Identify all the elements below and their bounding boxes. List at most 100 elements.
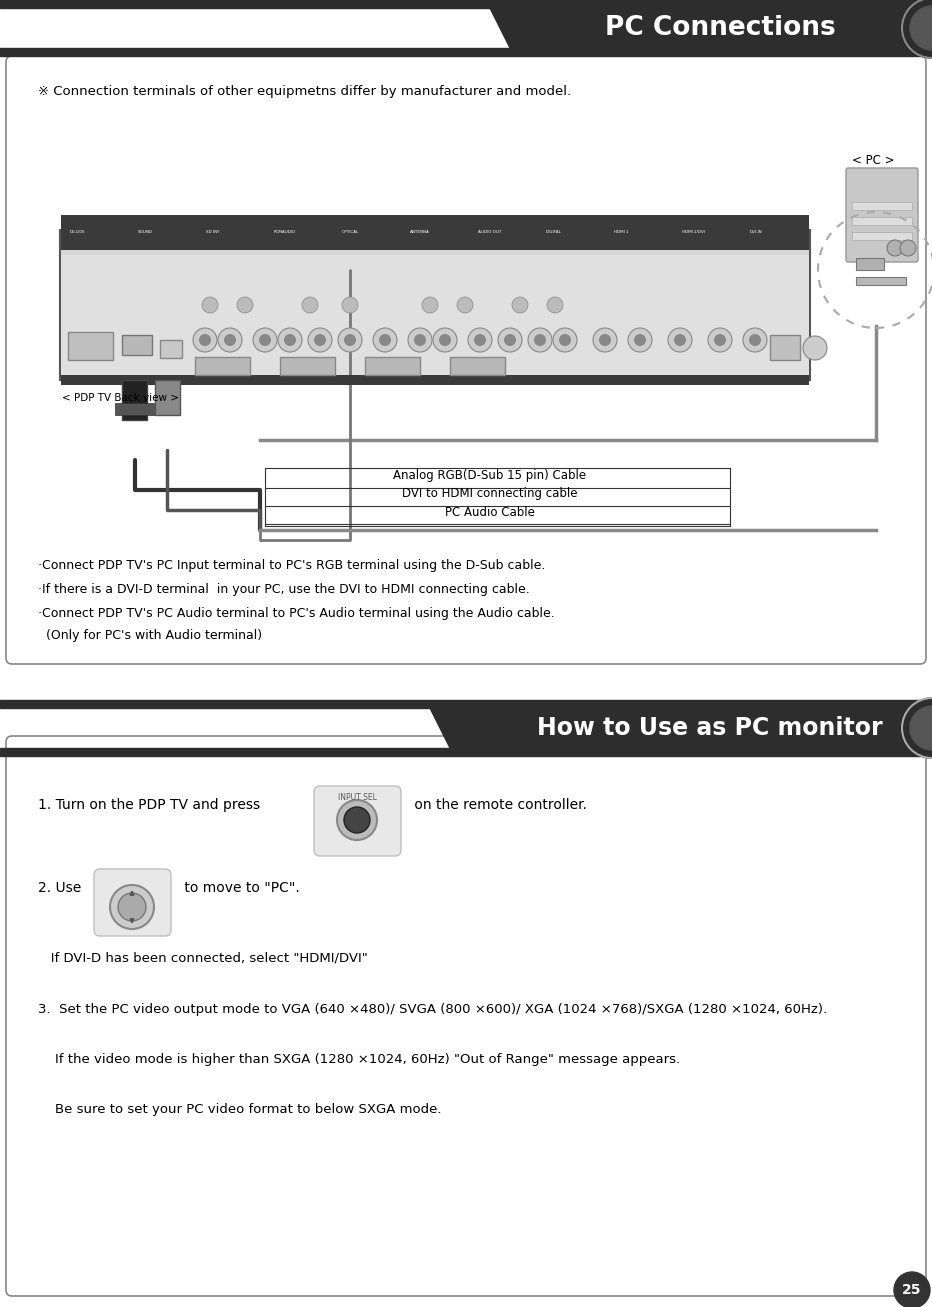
Circle shape	[344, 335, 356, 346]
FancyBboxPatch shape	[846, 169, 918, 261]
Circle shape	[338, 328, 362, 352]
Circle shape	[284, 335, 296, 346]
Text: HDMI 1: HDMI 1	[614, 230, 628, 234]
Text: DE-D05: DE-D05	[70, 230, 86, 234]
Text: PC Audio Cable: PC Audio Cable	[445, 507, 535, 519]
Circle shape	[534, 335, 546, 346]
Circle shape	[714, 335, 726, 346]
Circle shape	[634, 335, 646, 346]
Circle shape	[202, 297, 218, 312]
Bar	[115, 403, 155, 416]
Text: ※ Connection terminals of other equipmetns differ by manufacturer and model.: ※ Connection terminals of other equipmet…	[38, 85, 571, 98]
Polygon shape	[0, 748, 932, 755]
Bar	[61, 375, 809, 386]
Circle shape	[887, 240, 903, 256]
Bar	[61, 255, 809, 386]
Circle shape	[110, 885, 154, 929]
Text: 25: 25	[902, 1283, 922, 1297]
Circle shape	[749, 335, 761, 346]
Circle shape	[674, 335, 686, 346]
Bar	[195, 357, 250, 375]
Text: ·Connect PDP TV's PC Audio terminal to PC's Audio terminal using the Audio cable: ·Connect PDP TV's PC Audio terminal to P…	[38, 608, 555, 621]
Circle shape	[337, 800, 377, 840]
Text: ANTENNA: ANTENNA	[410, 230, 430, 234]
Circle shape	[547, 297, 563, 312]
Text: SD INY: SD INY	[206, 230, 220, 234]
Circle shape	[528, 328, 552, 352]
Polygon shape	[0, 48, 932, 56]
Bar	[856, 257, 884, 271]
Circle shape	[237, 297, 253, 312]
Circle shape	[628, 328, 652, 352]
Circle shape	[314, 335, 326, 346]
Circle shape	[253, 328, 277, 352]
Circle shape	[422, 297, 438, 312]
Text: DIGITAL: DIGITAL	[546, 230, 562, 234]
Bar	[280, 357, 335, 375]
FancyBboxPatch shape	[6, 736, 926, 1297]
Bar	[852, 203, 912, 210]
Text: DVI-IN: DVI-IN	[750, 230, 762, 234]
Circle shape	[199, 335, 211, 346]
Text: If the video mode is higher than SXGA (1280 ×1024, 60Hz) "Out of Range" message : If the video mode is higher than SXGA (1…	[38, 1053, 680, 1067]
Circle shape	[900, 240, 916, 256]
Circle shape	[118, 893, 146, 921]
Circle shape	[512, 297, 528, 312]
Text: PCMAUDIO: PCMAUDIO	[274, 230, 296, 234]
Circle shape	[902, 698, 932, 758]
Circle shape	[910, 7, 932, 50]
FancyBboxPatch shape	[6, 56, 926, 664]
Circle shape	[439, 335, 451, 346]
Circle shape	[373, 328, 397, 352]
Bar	[61, 214, 809, 250]
Bar	[68, 332, 113, 359]
FancyBboxPatch shape	[314, 786, 401, 856]
Text: OPTICAL: OPTICAL	[342, 230, 360, 234]
Circle shape	[414, 335, 426, 346]
Circle shape	[278, 328, 302, 352]
Text: Analog RGB(D-Sub 15 pin) Cable: Analog RGB(D-Sub 15 pin) Cable	[393, 469, 586, 482]
Text: < PDP TV Back view >: < PDP TV Back view >	[62, 393, 179, 403]
Circle shape	[803, 336, 827, 359]
Circle shape	[708, 328, 732, 352]
Circle shape	[457, 297, 473, 312]
Circle shape	[902, 0, 932, 58]
Circle shape	[504, 335, 516, 346]
Circle shape	[468, 328, 492, 352]
Circle shape	[344, 806, 370, 833]
FancyBboxPatch shape	[94, 869, 171, 936]
Text: (Only for PC's with Audio terminal): (Only for PC's with Audio terminal)	[38, 629, 262, 642]
Text: 2. Use: 2. Use	[38, 881, 81, 895]
Bar	[852, 217, 912, 225]
Circle shape	[379, 335, 391, 346]
Text: INPUT SEL: INPUT SEL	[337, 793, 377, 802]
Circle shape	[308, 328, 332, 352]
Bar	[122, 335, 152, 356]
Circle shape	[743, 328, 767, 352]
Text: AUDIO OUT: AUDIO OUT	[478, 230, 501, 234]
Bar	[365, 357, 420, 375]
Text: How to Use as PC monitor: How to Use as PC monitor	[537, 716, 883, 740]
Polygon shape	[0, 0, 932, 8]
Text: ·Connect PDP TV's PC Input terminal to PC's RGB terminal using the D-Sub cable.: ·Connect PDP TV's PC Input terminal to P…	[38, 558, 545, 571]
Circle shape	[224, 335, 236, 346]
Circle shape	[910, 706, 932, 750]
Circle shape	[553, 328, 577, 352]
Circle shape	[408, 328, 432, 352]
Bar	[856, 277, 906, 285]
Polygon shape	[0, 701, 932, 708]
Text: PC Connections: PC Connections	[605, 14, 835, 41]
Bar	[450, 357, 505, 375]
Circle shape	[599, 335, 611, 346]
Circle shape	[218, 328, 242, 352]
Text: < PC >: < PC >	[852, 153, 894, 166]
Circle shape	[474, 335, 486, 346]
Bar	[122, 380, 147, 420]
Bar	[852, 233, 912, 240]
Text: HDMI 2/DVI: HDMI 2/DVI	[682, 230, 705, 234]
Text: to move to "PC".: to move to "PC".	[180, 881, 300, 895]
Bar	[160, 340, 182, 358]
Text: Be sure to set your PC video format to below SXGA mode.: Be sure to set your PC video format to b…	[38, 1103, 442, 1116]
Text: SOUND: SOUND	[138, 230, 153, 234]
Text: If DVI-D has been connected, select "HDMI/DVI": If DVI-D has been connected, select "HDM…	[38, 951, 368, 965]
